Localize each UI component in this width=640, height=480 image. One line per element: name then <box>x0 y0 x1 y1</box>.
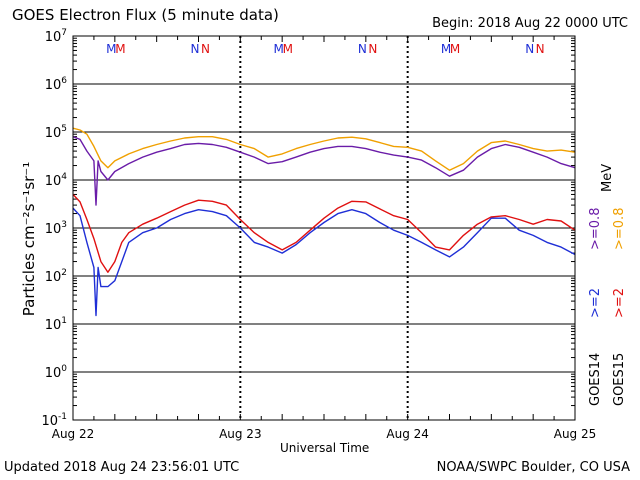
x-tick-label: Aug 23 <box>219 427 262 441</box>
series-line-goes15_2mev <box>72 193 576 273</box>
x-tick-label: Aug 25 <box>554 427 597 441</box>
y-tick-label: 104 <box>45 172 68 189</box>
chart-title: GOES Electron Flux (5 minute data) <box>12 6 279 24</box>
y-tick-label: 107 <box>45 28 67 45</box>
legend-goes15-2mev: >=2 <box>612 287 627 318</box>
series-line-goes14_08mev <box>72 136 576 206</box>
updated-timestamp: Updated 2018 Aug 24 23:56:01 UTC <box>4 460 240 475</box>
y-tick-label: 102 <box>45 268 67 285</box>
legend-goes14: GOES14 <box>588 352 603 406</box>
x-axis-label: Universal Time <box>280 441 370 455</box>
marker-label: M <box>115 42 125 56</box>
legend-goes15-08mev: >=0.8 <box>612 207 627 250</box>
begin-time: Begin: 2018 Aug 22 0000 UTC <box>432 16 628 31</box>
marker-label: N <box>536 42 545 56</box>
series-line-goes14_2mev <box>72 207 576 317</box>
marker-label: N <box>525 42 534 56</box>
legend-goes14-08mev: >=0.8 <box>588 207 603 250</box>
legend-mev-unit: MeV <box>600 163 615 192</box>
marker-label: M <box>441 42 451 56</box>
series-line-goes15_08mev <box>72 127 576 171</box>
y-tick-label: 100 <box>45 364 68 381</box>
marker-label: M <box>274 42 284 56</box>
marker-label: N <box>368 42 377 56</box>
y-tick-label: 106 <box>45 76 68 93</box>
y-tick-label: 101 <box>45 316 67 333</box>
legend-goes14-2mev: >=2 <box>588 287 603 318</box>
y-tick-label: 105 <box>45 124 67 141</box>
marker-label: N <box>191 42 200 56</box>
marker-label: M <box>283 42 293 56</box>
marker-label: M <box>106 42 116 56</box>
x-tick-label: Aug 22 <box>52 427 95 441</box>
marker-label: N <box>358 42 367 56</box>
y-tick-label: 103 <box>45 220 67 237</box>
x-tick-label: Aug 24 <box>386 427 429 441</box>
plot-frame <box>72 35 576 421</box>
legend-goes15: GOES15 <box>612 352 627 406</box>
marker-label: N <box>201 42 210 56</box>
marker-label: M <box>450 42 460 56</box>
y-tick-label: 10-1 <box>41 412 67 429</box>
credit-label: NOAA/SWPC Boulder, CO USA <box>436 460 630 475</box>
